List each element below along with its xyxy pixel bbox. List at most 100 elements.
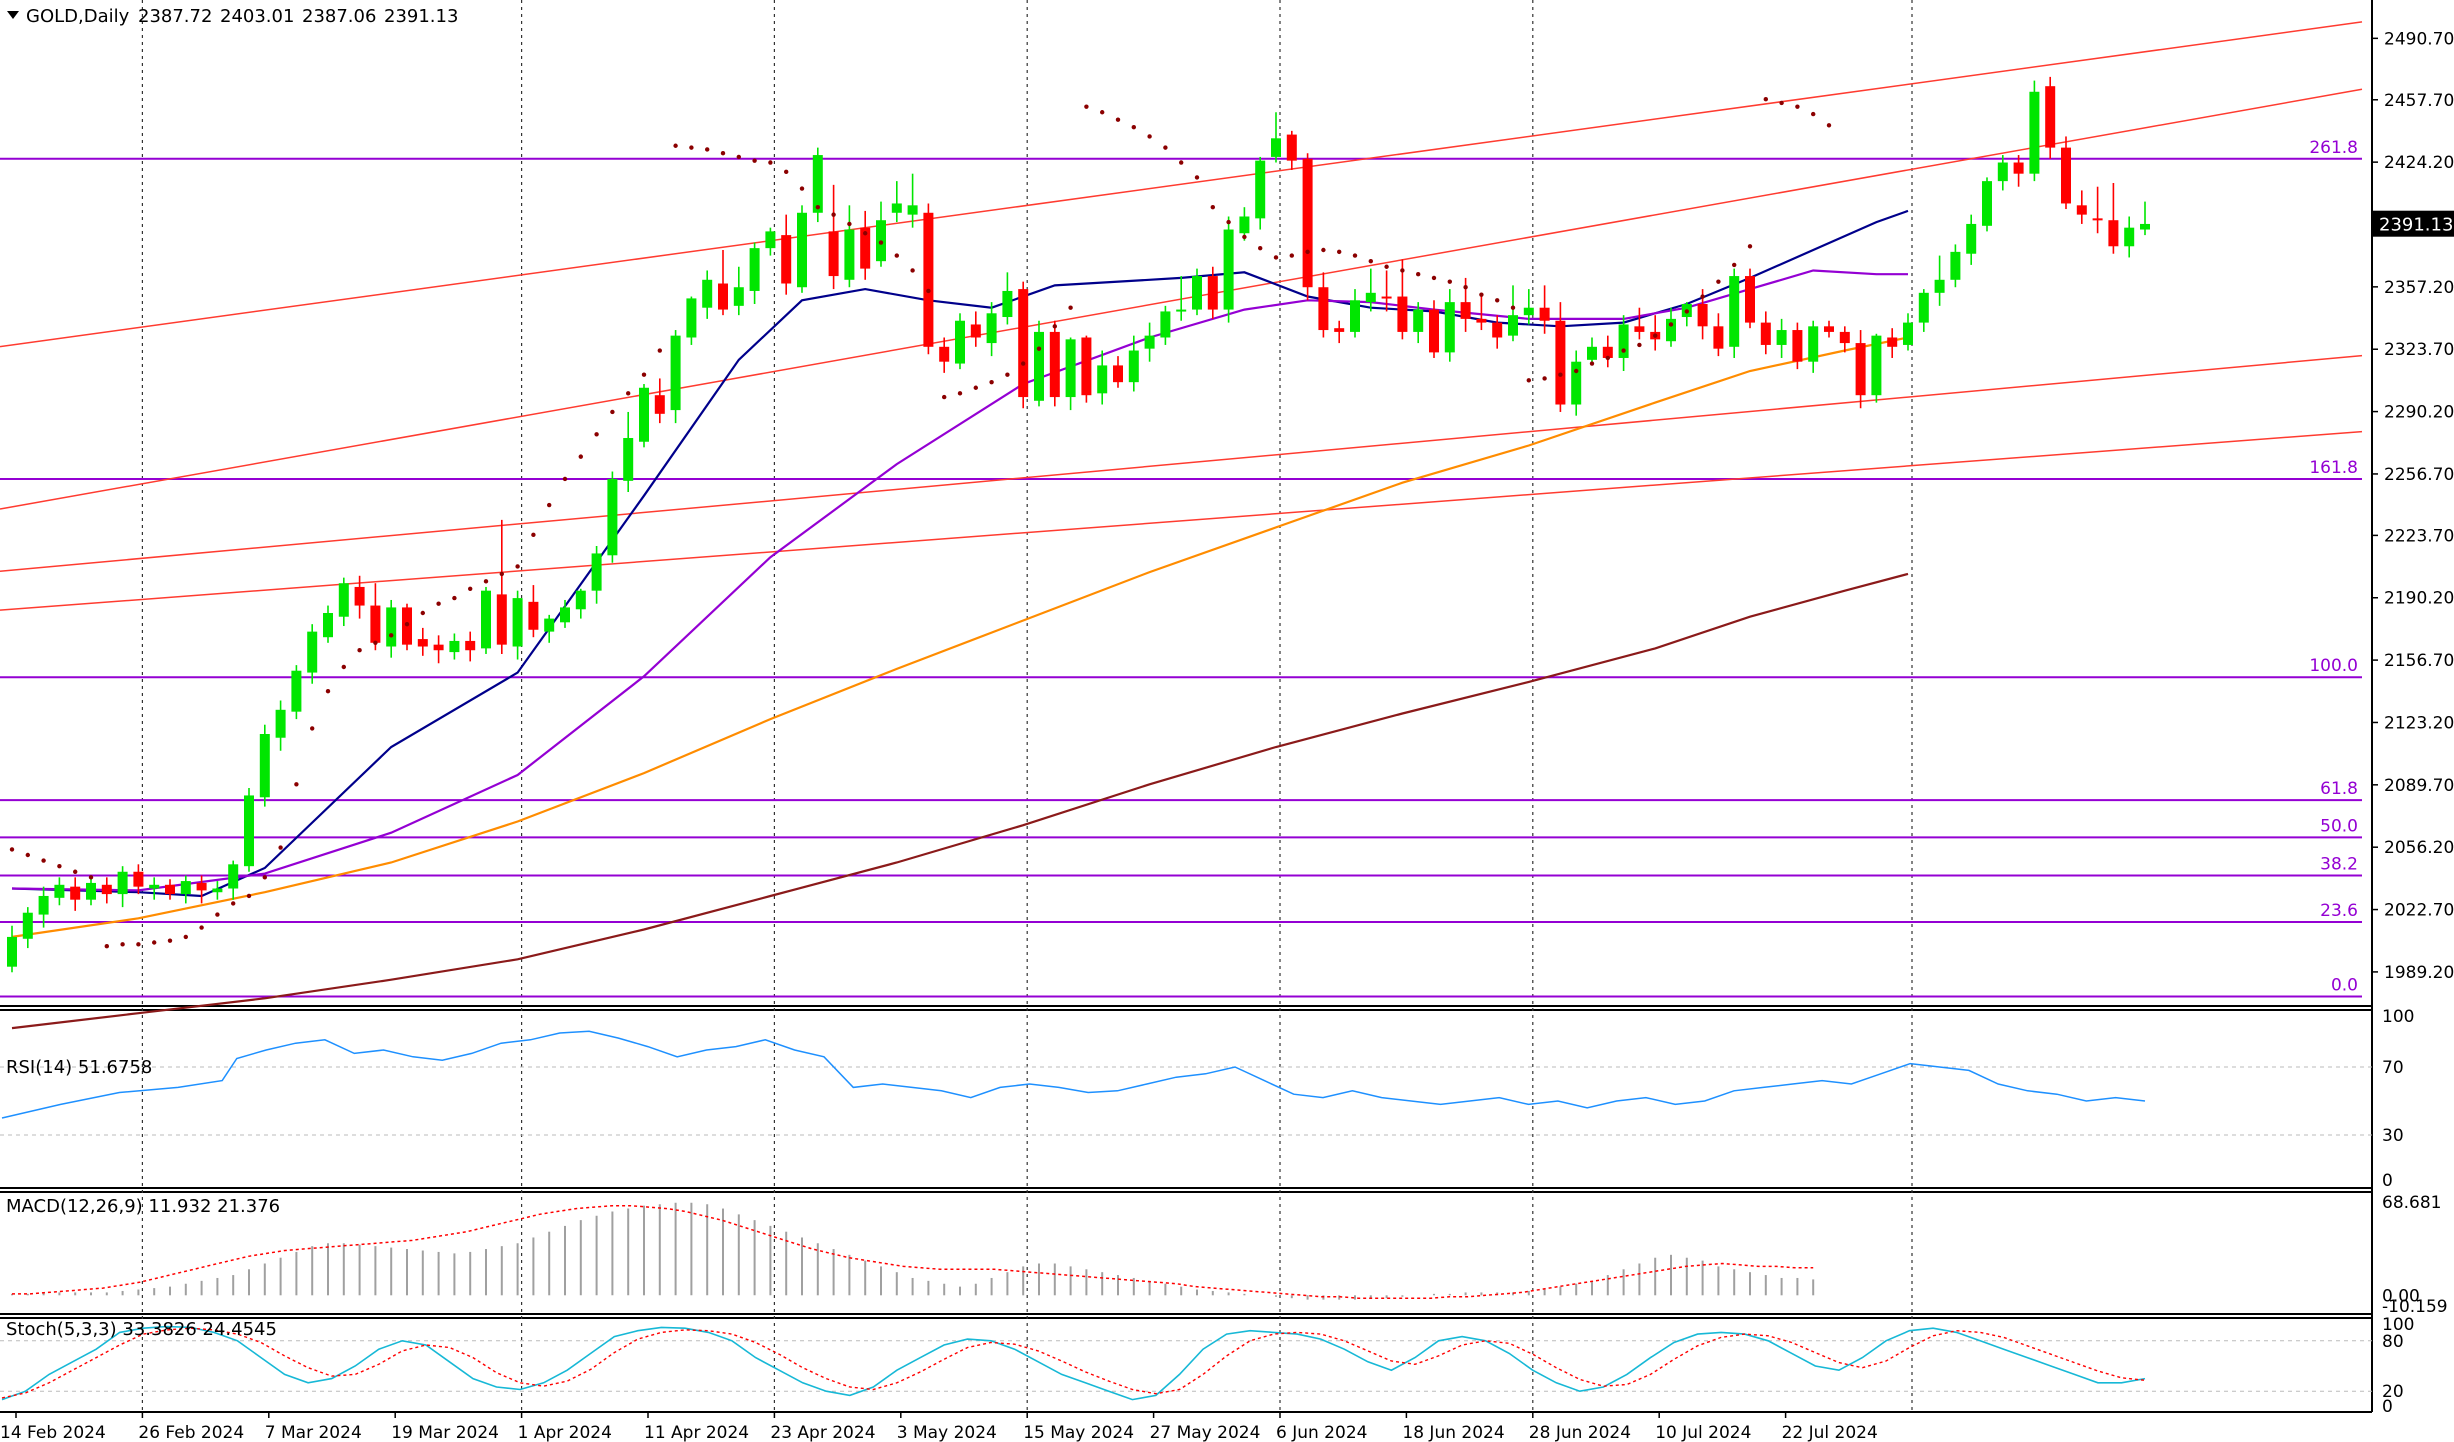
sar-dot	[1668, 322, 1674, 327]
sar-dot	[483, 579, 489, 584]
candle-body	[1381, 296, 1392, 299]
candle	[465, 631, 476, 662]
price-tick-label: 2223.70	[2384, 526, 2454, 546]
header-low: 2387.06	[302, 6, 376, 27]
sar-dot	[373, 640, 378, 645]
candle-body	[718, 283, 728, 310]
candle-body	[860, 227, 871, 269]
candle	[1223, 216, 1234, 323]
candle-body	[749, 248, 760, 291]
rsi-panel: 100 70 30 0	[0, 1007, 2414, 1191]
candle	[1934, 255, 1945, 306]
price-tick-label: 2290.20	[2384, 403, 2454, 423]
candle	[370, 583, 381, 651]
candle	[955, 313, 965, 370]
candle	[1666, 307, 1676, 347]
candle	[338, 577, 349, 627]
candle-body	[1839, 331, 1850, 344]
moving-average-line	[11, 209, 1909, 898]
candle-body	[1745, 276, 1755, 323]
price-tick-label: 1989.20	[2384, 963, 2454, 983]
sar-dot	[878, 240, 884, 245]
candle	[1539, 285, 1550, 334]
date-label: 22 Jul 2024	[1782, 1423, 1878, 1442]
sar-dot	[989, 379, 994, 385]
candle-body	[1713, 326, 1724, 349]
candle	[1286, 130, 1297, 170]
candle-body	[1444, 302, 1455, 353]
sar-dot	[25, 852, 30, 858]
trend-line	[0, 354, 2363, 573]
candle	[1523, 289, 1534, 325]
candle-body	[1176, 309, 1187, 312]
collapse-triangle-icon[interactable]	[7, 11, 19, 19]
candle-body	[1997, 162, 2008, 182]
candle-body	[1207, 276, 1218, 310]
chart-header: GOLD,Daily 2387.72 2403.01 2387.06 2391.…	[7, 6, 458, 27]
candle-body	[275, 709, 286, 738]
sar-dot	[246, 893, 252, 899]
sar-dot	[831, 212, 836, 217]
price-tick-label: 2424.20	[2384, 153, 2454, 173]
fib-label: 38.2	[2320, 854, 2358, 874]
sar-dot	[578, 454, 583, 459]
candle-body	[2108, 220, 2119, 247]
date-label: 23 Apr 2024	[770, 1423, 875, 1442]
candle	[812, 147, 823, 223]
candle	[1444, 289, 1455, 362]
header-high: 2403.01	[220, 6, 294, 27]
last-price-tag: 2391.13	[2372, 210, 2454, 237]
candle-body	[1271, 138, 1281, 157]
candle-body	[291, 670, 302, 712]
candle-body	[607, 478, 618, 556]
candle-body	[765, 231, 776, 249]
sar-dot	[199, 925, 204, 930]
sar-dot	[420, 610, 425, 616]
candle	[797, 205, 807, 293]
candle-body	[544, 618, 555, 632]
sar-dot	[1163, 145, 1168, 150]
sar-dot	[1637, 342, 1642, 348]
candle-body	[702, 279, 713, 308]
sar-dot	[1258, 245, 1263, 251]
candle-body	[1903, 322, 1913, 345]
candle	[1587, 337, 1597, 366]
rsi-tick-label: 30	[2382, 1126, 2404, 1146]
candle	[939, 337, 950, 373]
candle-body	[259, 734, 270, 798]
rsi-tick-label: 70	[2382, 1058, 2404, 1078]
candle-body	[165, 884, 175, 895]
candle	[1413, 302, 1424, 344]
sar-dot	[278, 845, 283, 850]
sar-dot	[1194, 175, 1200, 180]
price-tick-label: 2357.20	[2384, 278, 2454, 298]
candle-body	[591, 553, 602, 591]
sar-dot	[152, 940, 157, 945]
sar-dot	[1084, 104, 1089, 109]
candle-body	[639, 387, 649, 442]
sar-dot	[641, 372, 647, 377]
sar-dot	[1558, 372, 1563, 377]
sar-dot	[1115, 117, 1121, 122]
candle-body	[1081, 337, 1092, 396]
fib-label: 261.8	[2309, 138, 2358, 158]
fib-label: 23.6	[2320, 901, 2358, 921]
trend-line	[0, 21, 2363, 348]
candle	[101, 877, 112, 904]
candle-body	[1429, 309, 1439, 353]
sar-dot	[1605, 355, 1611, 361]
candle-body	[1555, 320, 1566, 405]
sar-dot	[784, 169, 789, 175]
candle-body	[338, 583, 349, 617]
candle-body	[1065, 339, 1076, 398]
candle	[765, 227, 776, 256]
candle-body	[939, 346, 950, 362]
candle	[402, 603, 412, 651]
candle-body	[1160, 311, 1171, 338]
candle	[1839, 326, 1850, 353]
sar-dot	[1321, 247, 1326, 253]
candle	[560, 599, 570, 628]
candle	[291, 665, 302, 720]
macd-tick-label: 68.681	[2382, 1193, 2441, 1213]
